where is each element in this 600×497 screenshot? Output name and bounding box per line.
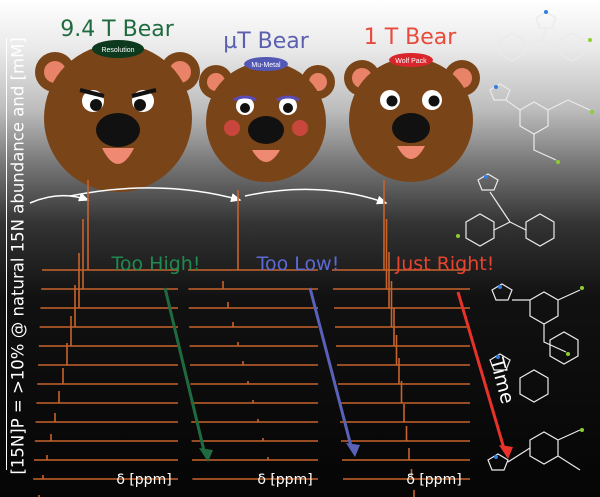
trend-arrow-head [499,445,513,459]
x-axis-label: δ [ppm] [116,472,171,488]
bear-title: µT Bear [223,29,310,54]
trend-arrow [163,287,207,456]
bear-9-4t: 9.4 T Bear Resolution [35,17,200,192]
bear-title: 9.4 T Bear [60,17,175,42]
y-axis-line [6,38,27,470]
nitrogen-atoms [484,10,548,459]
x-axis-label: δ [ppm] [406,472,461,488]
bear-1t: 1 T Bear Wolf Pack [344,25,480,182]
hat-label: Mu-Metal [251,62,281,69]
hat [244,57,288,71]
verdict-label: Just Right! [395,253,495,275]
flow-arrow-2 [69,187,242,202]
trend-arrow [456,291,507,453]
bear-ut: µT Bear Mu-Metal [199,29,335,182]
hat-label: Wolf Pack [395,58,427,65]
molecule-structures [465,11,591,471]
nitrile-atoms [456,38,594,432]
trend-arrow-head [199,448,213,462]
trend-arrow [308,287,354,451]
flow-arrow-3 [244,188,388,205]
verdict-label: Too Low! [256,253,340,275]
bear-title: 1 T Bear [364,25,458,50]
x-axis-label: δ [ppm] [257,472,312,488]
trend-arrow-head [346,443,360,457]
verdict-label: Too High! [111,253,201,275]
flow-arrow-1 [29,192,90,204]
spectra-stacks [33,180,470,497]
hat [92,40,144,58]
hat-label: Resolution [101,47,134,54]
hat [389,53,433,67]
